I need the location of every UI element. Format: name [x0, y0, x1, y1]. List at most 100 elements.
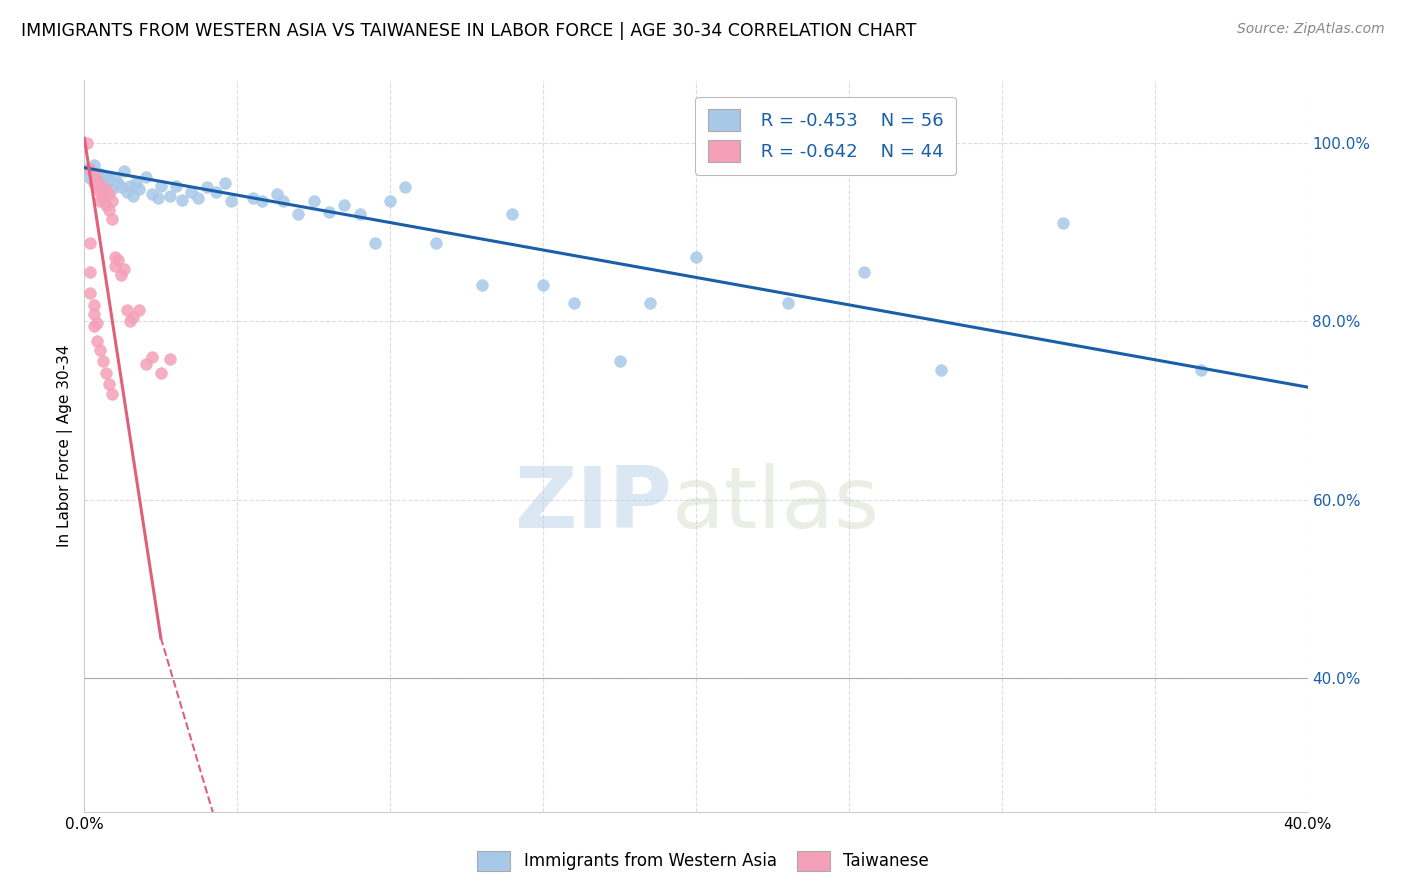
- Point: [120, 178, 142, 193]
- Point: [159, 351, 181, 366]
- Point: [186, 191, 208, 205]
- Point: [128, 182, 150, 196]
- Legend: Immigrants from Western Asia, Taiwanese: Immigrants from Western Asia, Taiwanese: [468, 842, 938, 880]
- Point: [776, 296, 799, 310]
- Point: [135, 357, 157, 371]
- Point: [349, 207, 371, 221]
- Point: [115, 185, 138, 199]
- Point: [79, 235, 101, 250]
- Point: [97, 376, 120, 391]
- Point: [172, 193, 194, 207]
- Point: [125, 176, 148, 190]
- Point: [146, 191, 169, 205]
- Point: [195, 180, 218, 194]
- Legend:  R = -0.453    N = 56,  R = -0.642    N = 44: R = -0.453 N = 56, R = -0.642 N = 44: [695, 96, 956, 175]
- Point: [318, 205, 340, 219]
- Point: [380, 194, 402, 208]
- Point: [471, 278, 494, 293]
- Point: [89, 178, 111, 193]
- Point: [104, 171, 127, 186]
- Point: [242, 191, 264, 205]
- Point: [531, 278, 554, 293]
- Text: Source: ZipAtlas.com: Source: ZipAtlas.com: [1237, 22, 1385, 37]
- Point: [97, 202, 120, 217]
- Point: [271, 194, 294, 208]
- Point: [76, 162, 98, 177]
- Point: [219, 194, 242, 208]
- Point: [135, 169, 157, 184]
- Point: [159, 189, 181, 203]
- Y-axis label: In Labor Force | Age 30-34: In Labor Force | Age 30-34: [58, 344, 73, 548]
- Point: [89, 194, 111, 208]
- Point: [79, 162, 101, 177]
- Point: [287, 207, 309, 221]
- Text: atlas: atlas: [672, 463, 880, 546]
- Point: [112, 164, 135, 178]
- Point: [1052, 216, 1074, 230]
- Point: [86, 176, 108, 190]
- Point: [853, 265, 876, 279]
- Point: [89, 185, 111, 199]
- Point: [97, 173, 120, 187]
- Point: [83, 318, 105, 333]
- Point: [76, 136, 98, 150]
- Point: [101, 211, 124, 226]
- Point: [1189, 363, 1212, 377]
- Point: [83, 167, 105, 181]
- Point: [94, 169, 117, 184]
- Point: [302, 194, 325, 208]
- Point: [79, 171, 101, 186]
- Point: [86, 173, 108, 187]
- Point: [94, 198, 117, 212]
- Point: [83, 298, 105, 312]
- Point: [112, 262, 135, 277]
- Point: [638, 296, 661, 310]
- Point: [120, 314, 142, 328]
- Point: [89, 167, 111, 181]
- Point: [91, 191, 114, 205]
- Point: [122, 310, 145, 324]
- Point: [91, 176, 114, 190]
- Point: [83, 307, 105, 321]
- Point: [83, 176, 105, 190]
- Point: [214, 176, 236, 190]
- Point: [333, 198, 356, 212]
- Point: [104, 259, 127, 273]
- Point: [205, 185, 228, 199]
- Point: [425, 235, 447, 250]
- Point: [76, 818, 98, 832]
- Point: [107, 253, 129, 268]
- Point: [86, 334, 108, 348]
- Point: [149, 178, 172, 193]
- Point: [86, 316, 108, 330]
- Point: [394, 180, 416, 194]
- Point: [122, 189, 145, 203]
- Point: [83, 158, 105, 172]
- Point: [128, 303, 150, 318]
- Point: [86, 180, 108, 194]
- Point: [110, 268, 132, 282]
- Point: [101, 387, 124, 401]
- Point: [91, 187, 114, 202]
- Point: [562, 296, 585, 310]
- Point: [104, 250, 127, 264]
- Point: [91, 354, 114, 368]
- Point: [180, 185, 202, 199]
- Point: [502, 207, 524, 221]
- Point: [141, 187, 163, 202]
- Point: [79, 285, 101, 300]
- Point: [107, 176, 129, 190]
- Point: [609, 354, 631, 368]
- Point: [165, 178, 187, 193]
- Point: [110, 180, 132, 194]
- Point: [94, 182, 117, 196]
- Point: [89, 343, 111, 357]
- Point: [266, 187, 288, 202]
- Text: IMMIGRANTS FROM WESTERN ASIA VS TAIWANESE IN LABOR FORCE | AGE 30-34 CORRELATION: IMMIGRANTS FROM WESTERN ASIA VS TAIWANES…: [21, 22, 917, 40]
- Point: [364, 235, 387, 250]
- Text: ZIP: ZIP: [513, 463, 672, 546]
- Point: [929, 363, 952, 377]
- Point: [250, 194, 273, 208]
- Point: [94, 366, 117, 380]
- Point: [685, 250, 707, 264]
